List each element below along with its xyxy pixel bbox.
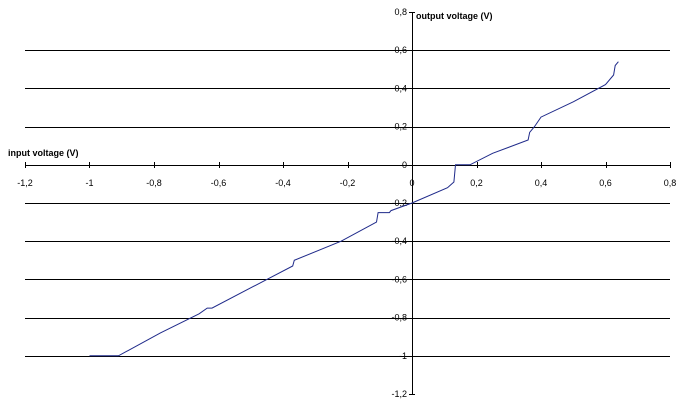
x-tick-labels: -1,2 -1 -0,8 -0,6 -0,4 -0,2 0 0,2 0,4 0,6 0,8	[17, 161, 677, 188]
series-line	[89, 61, 619, 357]
y-axis-title: output voltage (V)	[416, 11, 493, 21]
x-axis-title: input voltage (V)	[8, 148, 79, 158]
y-tick-label: 0	[402, 160, 407, 170]
x-tick-label: 0	[409, 178, 414, 188]
x-tick-label: -0,8	[146, 178, 162, 188]
x-tick-label: -0,2	[340, 178, 356, 188]
x-tick-label: 0,8	[664, 178, 677, 188]
x-tick-label: -0,6	[211, 178, 227, 188]
y-tick-label: 0,4	[394, 83, 407, 93]
x-tick-label: 0,6	[599, 178, 612, 188]
y-tick-label: 0,8	[394, 7, 407, 17]
x-tick-label: -1,2	[17, 178, 33, 188]
y-tick-label: -0,2	[391, 198, 407, 208]
y-tick-label: -1	[399, 351, 407, 361]
y-tick-label: -1,2	[391, 389, 407, 399]
y-tick-label: -0,6	[391, 274, 407, 284]
y-tick-labels: 0,80,60,40,20-0,2-0,4-0,6-0,8-1-1,2	[391, 7, 415, 399]
x-tick-label: 0,4	[535, 178, 548, 188]
x-tick-label: 0,2	[470, 178, 483, 188]
y-tick-label: 0,2	[394, 122, 407, 132]
x-tick-label: -0,4	[275, 178, 291, 188]
y-tick-label: 0,6	[394, 45, 407, 55]
y-tick-label: -0,8	[391, 313, 407, 323]
gridlines	[25, 50, 670, 357]
y-tick-label: -0,4	[391, 236, 407, 246]
x-tick-label: -1	[85, 178, 93, 188]
